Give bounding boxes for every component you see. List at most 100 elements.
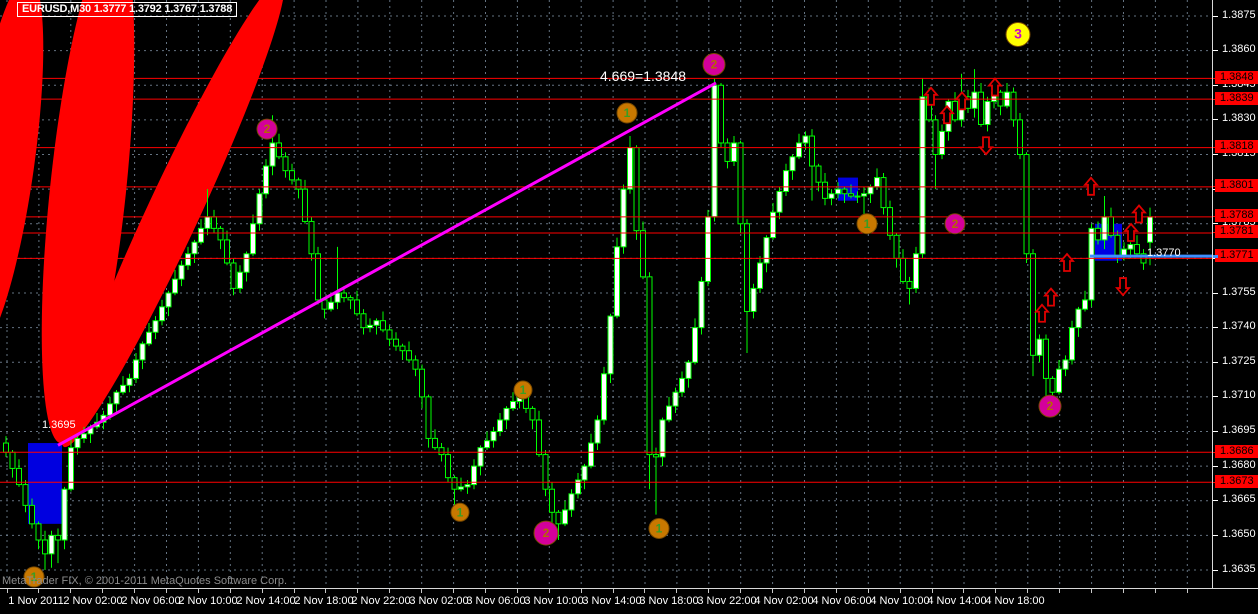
candle-body [341,292,347,299]
price-level-label: 1.3801 [1215,179,1258,192]
price-axis-tick [1213,223,1218,224]
time-axis-tick [1091,589,1092,593]
signal-arrow-up-icon[interactable] [1131,204,1147,224]
candle-body [224,239,230,264]
candle-body [679,377,685,393]
signal-arrow-up-icon[interactable] [1083,176,1099,196]
time-axis-label: 2 Nov 02:00 [63,595,123,607]
price-level-tick [1213,255,1218,258]
signal-arrow-up-icon[interactable] [954,91,970,111]
price-axis-label: 1.3755 [1222,286,1256,298]
candle-body [1017,119,1023,155]
signal-circle-orange[interactable] [616,102,638,124]
price-axis-label: 1.3860 [1222,43,1256,55]
price-axis-label: 1.3725 [1222,355,1256,367]
signal-arrow-up-icon[interactable] [1059,252,1075,272]
candle-body [347,297,354,301]
signal-circle-magenta[interactable] [533,520,559,546]
candle-body [861,193,867,197]
candle-body [783,170,789,192]
signal-arrow-up-icon[interactable] [923,86,939,106]
signal-circle-magenta[interactable] [256,118,278,140]
candle-body [29,504,35,525]
candle-body [913,253,919,289]
candle-body [607,315,614,375]
candle-body [854,195,861,198]
time-axis-label: 4 Nov 18:00 [985,595,1045,607]
candle-body [256,193,263,225]
candle-body [932,119,939,155]
candle-body [406,350,412,361]
candle-body [698,280,705,329]
signal-circle-orange[interactable] [450,502,470,522]
signal-arrow-up-icon[interactable] [939,104,955,125]
time-axis[interactable]: 1 Nov 2011 2 Nov 02:00 2 Nov 06:00 2 Nov 10… [0,589,1258,614]
signal-circle-yellow[interactable] [1005,21,1031,47]
red-ellipse-shape[interactable] [40,0,305,458]
candle-body [289,170,295,181]
time-axis-tick [836,589,837,593]
price-level-label: 1.3848 [1215,71,1258,84]
time-axis-label: 4 Nov 06:00 [812,595,872,607]
time-axis-tick [900,589,901,593]
candle-body [126,377,133,386]
candle-body [458,486,464,490]
candle-body [198,227,204,243]
candle-body [1075,308,1082,329]
candle-body [828,193,835,199]
signal-circle-orange[interactable] [648,517,670,539]
price-axis[interactable]: 1.38751.38601.38451.38301.38151.38001.37… [1213,0,1258,588]
candle-body [74,437,81,449]
candle-body [588,442,594,467]
signal-arrow-up-icon[interactable] [1043,287,1059,307]
candle-body [919,96,926,255]
chart-plot-area[interactable]: 3 2 2 2 2 2 1 1 1 1 1 1 4.669=1.3848 1.3695 1.3770 [0,0,1212,588]
signal-circle-orange[interactable] [856,213,878,235]
signal-circle-orange[interactable] [23,566,45,588]
candle-body [451,477,458,490]
price-axis-tick [1213,362,1218,363]
fibo-trendline[interactable] [57,81,717,447]
price-axis-tick [1213,535,1218,536]
candle-body [315,253,321,301]
candle-body [497,419,503,433]
chart-annotation-text: 1.3695 [42,419,76,431]
time-axis-separator [0,588,1258,589]
signal-circle-magenta[interactable] [944,213,966,235]
candle-body [354,299,360,315]
candle-body [750,287,757,312]
candle-body [1088,227,1095,301]
candle-body [425,396,432,439]
candle-body [711,84,718,218]
time-axis-tick [38,589,39,593]
red-ellipse-shape[interactable] [0,0,60,358]
time-axis-label: 2 Nov 10:00 [178,595,238,607]
time-axis-tick [7,589,8,593]
signal-circle-magenta[interactable] [702,52,726,76]
signal-arrow-up-icon[interactable] [1123,222,1139,242]
signal-arrow-down-icon[interactable] [978,136,994,156]
candle-body [133,359,139,379]
price-level-tick [1213,186,1218,187]
candle-body [178,264,185,280]
candle-body [42,539,48,555]
candle-body [432,437,438,449]
candle-body [724,142,731,162]
time-axis-tick [485,589,486,593]
candle-body [549,488,555,513]
time-axis-label: 3 Nov 10:00 [524,595,584,607]
candle-body [308,220,315,255]
candle-body [81,433,87,439]
signal-arrow-up-icon[interactable] [1034,303,1050,323]
price-axis-label: 1.3680 [1222,459,1256,471]
signal-circle-orange[interactable] [513,380,533,400]
candle-body [1127,244,1134,250]
signal-arrow-up-icon[interactable] [987,77,1003,97]
signal-arrow-down-icon[interactable] [1115,277,1131,297]
candle-body [393,338,399,347]
candle-body [48,534,55,555]
price-axis-label: 1.3635 [1222,563,1256,575]
signal-circle-magenta[interactable] [1038,394,1062,418]
red-ellipse-shape[interactable] [24,0,153,448]
